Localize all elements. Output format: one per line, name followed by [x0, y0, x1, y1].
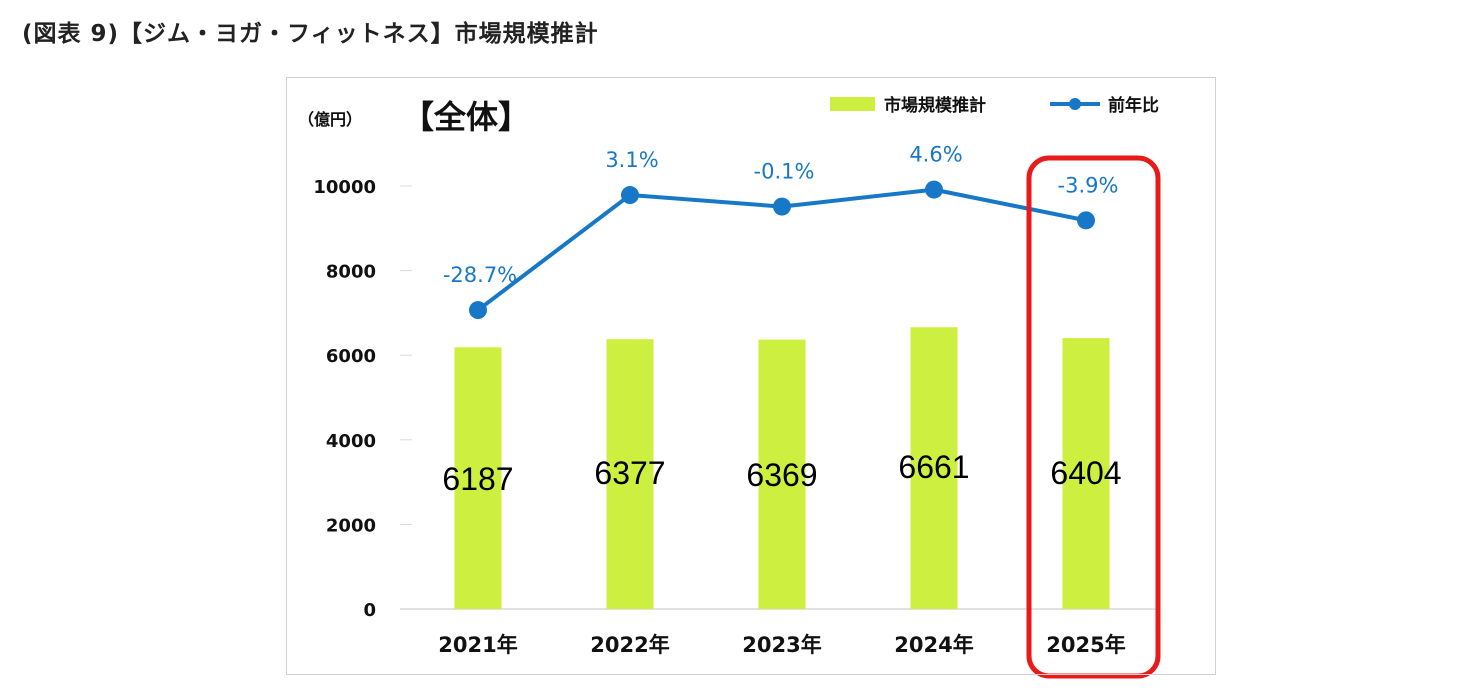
yoy-point — [773, 197, 791, 216]
y-tick-label: 4000 — [326, 431, 376, 452]
chart-panel-title: 【全体】 — [402, 98, 530, 136]
x-category-label: 2024年 — [894, 633, 973, 657]
y-unit-label: （億円） — [298, 110, 362, 129]
bar-2023年 — [758, 339, 806, 609]
bar-2024年 — [910, 327, 958, 609]
y-tick-label: 8000 — [326, 262, 376, 283]
y-tick-label: 6000 — [326, 346, 376, 367]
bar-2025年 — [1062, 338, 1110, 609]
x-category-label: 2025年 — [1046, 633, 1125, 657]
yoy-point — [1077, 211, 1095, 230]
y-tick-label: 2000 — [326, 515, 376, 536]
page-title: (図表 9)【ジム・ヨガ・フィットネス】市場規模推計 — [22, 21, 599, 47]
x-category-label: 2022年 — [590, 633, 669, 657]
bar-2022年 — [606, 339, 654, 609]
yoy-value-label: -28.7% — [443, 263, 517, 287]
legend-bar-label: 市場規模推計 — [884, 95, 986, 116]
bar-value-label: 6661 — [898, 449, 969, 485]
yoy-value-label: 4.6% — [909, 143, 962, 167]
bar-value-label: 6369 — [746, 457, 817, 493]
y-tick-label: 10000 — [313, 177, 376, 198]
bar-value-label: 6404 — [1050, 455, 1121, 491]
x-category-label: 2021年 — [438, 633, 517, 657]
y-tick-label: 0 — [363, 600, 376, 621]
yoy-value-label: -3.9% — [1058, 173, 1119, 197]
chart-frame — [286, 77, 1216, 675]
yoy-value-label: -0.1% — [754, 160, 815, 184]
legend-line-marker — [1069, 98, 1081, 110]
x-category-label: 2023年 — [742, 633, 821, 657]
yoy-point — [621, 186, 639, 205]
yoy-value-label: 3.1% — [605, 148, 658, 172]
legend-bar-swatch — [830, 97, 875, 111]
bar-value-label: 6377 — [594, 455, 665, 491]
yoy-point — [469, 301, 487, 320]
highlight-2025-box — [1026, 155, 1161, 679]
legend-line-label: 前年比 — [1108, 95, 1159, 116]
yoy-point — [925, 180, 943, 199]
bar-2021年 — [454, 347, 502, 609]
bar-value-label: 6187 — [442, 461, 513, 497]
